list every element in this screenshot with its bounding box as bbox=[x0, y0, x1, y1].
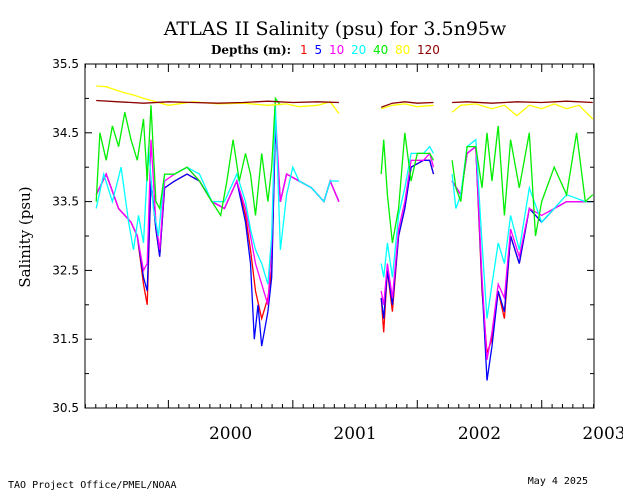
legend-entry-depth-10: 10 bbox=[329, 43, 344, 57]
y-tick-label: 32.5 bbox=[52, 263, 79, 277]
legend-title: Depths (m): bbox=[211, 43, 291, 57]
series-line-depth-10 bbox=[95, 112, 593, 360]
footer-date: May 4 2025 bbox=[528, 476, 588, 487]
legend-entry-depth-5: 5 bbox=[315, 43, 323, 57]
x-tick-label: 2002 bbox=[458, 424, 501, 444]
x-tick-label: 2000 bbox=[209, 424, 252, 444]
chart-title: ATLAS II Salinity (psu) for 3.5n95w bbox=[163, 18, 507, 40]
series-line-depth-120 bbox=[96, 99, 593, 108]
y-tick-label: 30.5 bbox=[52, 401, 79, 415]
series-line-depth-1 bbox=[95, 125, 593, 354]
legend-entry-depth-120: 120 bbox=[417, 43, 440, 57]
legend: Depths (m): 1 5 10 20 40 80 120 bbox=[211, 43, 440, 57]
legend-entry-depth-20: 20 bbox=[351, 43, 366, 57]
y-tick-label: 31.5 bbox=[52, 332, 79, 346]
series-line-depth-80 bbox=[96, 85, 594, 120]
plot-area bbox=[95, 85, 594, 381]
x-tick-label: 2003 bbox=[582, 424, 623, 444]
y-axis-label: Salinity (psu) bbox=[16, 186, 34, 287]
series-line-depth-40 bbox=[95, 96, 594, 244]
footer-credit: TAO Project Office/PMEL/NOAA bbox=[8, 480, 177, 491]
y-tick-label: 34.5 bbox=[52, 126, 79, 140]
series-line-depth-20 bbox=[95, 105, 593, 319]
legend-entry-depth-1: 1 bbox=[300, 43, 308, 57]
legend-entry-depth-80: 80 bbox=[395, 43, 410, 57]
legend-entry-depth-40: 40 bbox=[373, 43, 388, 57]
y-tick-label: 33.5 bbox=[52, 195, 79, 209]
y-tick-label: 35.5 bbox=[52, 57, 79, 71]
axes: 30.5 31.5 32.5 33.5 34.5 35.5 2000 2001 2002 2003 bbox=[52, 57, 623, 444]
x-tick-label: 2001 bbox=[333, 424, 376, 444]
